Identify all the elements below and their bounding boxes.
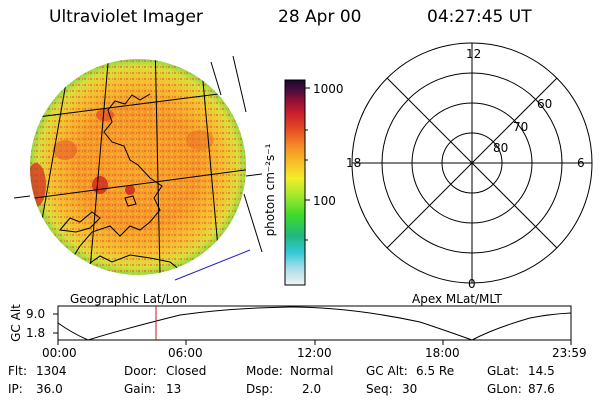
glon-label: GLon: [487,382,522,396]
time-tick-2359: 23:59 [552,346,587,360]
colorbar-tick-100: 100 [313,194,336,208]
glon-value: 87.6 [528,382,555,396]
terminator-line [174,249,251,281]
seq-value: 30 [402,382,418,396]
coastline [69,93,181,271]
glat-value: 14.5 [528,364,555,378]
door-value: Closed [166,364,207,378]
colorbar-tick-1000: 1000 [313,82,344,96]
colorbar-unit-label: photon cm⁻²s⁻¹ [263,143,277,237]
mlt-label-6: 6 [577,156,585,170]
orbit-altitude-curve [57,306,572,341]
altitude-plot [53,305,572,345]
ip-label: IP: [8,382,23,396]
mode-label: Mode: [246,364,283,378]
gain-label: Gain: [124,382,156,396]
dsp-value: 2.0 [302,382,322,396]
gain-value: 13 [166,382,182,396]
time-tick-1200: 12:00 [297,346,332,360]
mode-value: Normal [290,364,334,378]
time-tick-0600: 06:00 [168,346,203,360]
uv-image-disc [30,59,246,275]
gc-alt-value: 6.5 Re [416,364,455,378]
mlt-label-12: 12 [466,47,482,61]
seq-label: Seq: [366,382,393,396]
door-label: Door: [124,364,157,378]
altitude-tick-9: 9.0 [26,307,46,321]
lat-label-80: 80 [493,141,509,155]
lat-label-60: 60 [537,97,553,111]
auroral-hotspots [30,109,214,207]
altitude-axis-title: GC Alt [9,304,23,342]
flt-value: 1304 [36,364,67,378]
geo-grid-outside [13,55,263,253]
ip-value: 36.0 [36,382,63,396]
gc-alt-label: GC Alt: [366,364,408,378]
color-scale-bar [284,79,310,286]
dsp-label: Dsp: [246,382,274,396]
glat-label: GLat: [487,364,520,378]
altitude-tick-1-8: 1.8 [26,326,46,340]
time-tick-0000: 00:00 [42,346,77,360]
polar-grid [351,42,593,284]
date-label: 28 Apr 00 [278,7,362,27]
lat-label-70: 70 [513,120,529,134]
time-tick-1800: 18:00 [425,346,460,360]
mlt-label-0: 0 [468,277,476,291]
mlt-label-18: 18 [346,156,362,170]
apex-panel-label: Apex MLat/MLT [412,292,502,306]
time-label: 04:27:45 UT [427,7,532,27]
instrument-title: Ultraviolet Imager [49,7,203,27]
flt-label: Flt: [8,364,27,378]
geo-panel-label: Geographic Lat/Lon [70,292,188,306]
